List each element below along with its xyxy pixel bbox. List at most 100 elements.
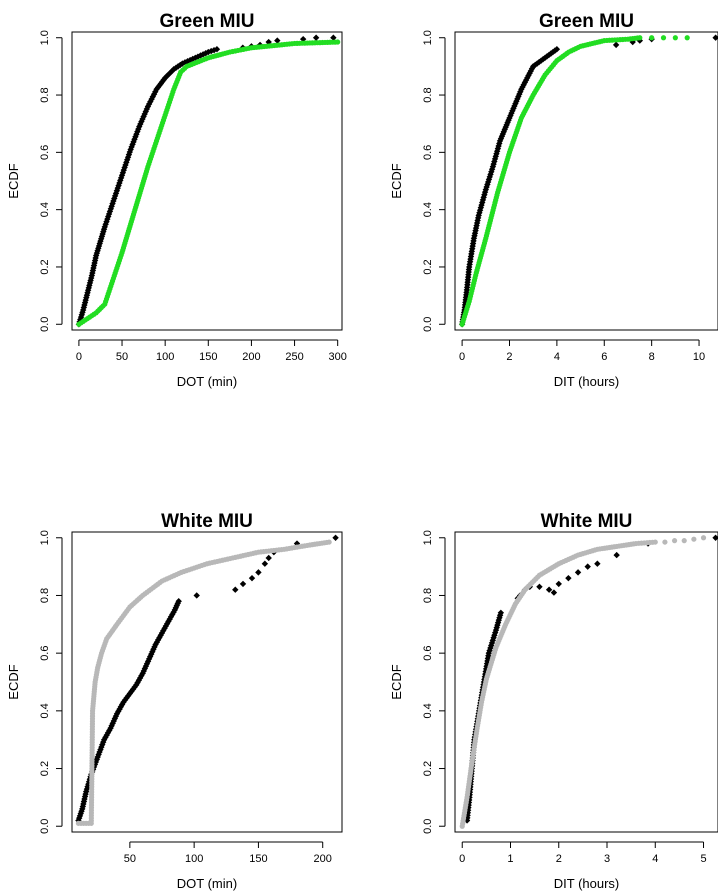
- y-tick-label: 0.2: [422, 259, 434, 274]
- data-point: [123, 694, 130, 702]
- y-tick-label: 0.8: [39, 87, 51, 102]
- data-point: [170, 608, 177, 616]
- data-point: [143, 660, 151, 667]
- chart-title: Green MIU: [159, 11, 254, 32]
- y-tick-label: 0.2: [39, 761, 51, 776]
- data-point: [104, 729, 112, 736]
- data-point: [485, 649, 492, 657]
- data-point: [145, 100, 153, 108]
- data-point: [501, 126, 508, 133]
- data-point: [332, 534, 339, 541]
- data-point: [135, 677, 143, 684]
- series-2: [459, 535, 707, 829]
- x-tick-label: 0: [459, 853, 465, 865]
- y-tick-label: 0.8: [39, 588, 51, 603]
- data-point: [545, 586, 553, 593]
- x-tick-label: 150: [249, 853, 267, 865]
- data-point: [139, 115, 146, 123]
- plot-frame: [454, 31, 718, 331]
- y-tick-label: 1.0: [39, 30, 51, 45]
- data-point: [490, 634, 497, 641]
- data-point: [150, 646, 157, 653]
- y-axis-label: ECDF: [6, 664, 21, 699]
- data-point: [140, 667, 147, 675]
- data-point: [662, 539, 668, 545]
- data-point: [335, 39, 341, 45]
- chart-title: White MIU: [541, 511, 633, 532]
- x-tick-label: 100: [156, 351, 174, 363]
- data-point: [497, 609, 505, 616]
- data-point: [174, 63, 182, 70]
- data-point: [147, 653, 154, 660]
- data-point: [484, 181, 491, 188]
- data-point: [141, 110, 148, 118]
- chart-panel-1: Green MIU 0 50 100 150 200 250 300 0.0 0.2 0.4 0.6 0…: [6, 11, 347, 389]
- data-point: [553, 45, 561, 53]
- x-tick-label: 2: [506, 351, 512, 363]
- data-point: [179, 60, 186, 67]
- x-tick-label: 250: [285, 351, 303, 363]
- data-point: [159, 78, 166, 85]
- data-point: [121, 696, 129, 704]
- data-point: [649, 35, 655, 41]
- data-point: [514, 95, 521, 103]
- series-1: [463, 534, 718, 824]
- x-tick-label: 2: [556, 853, 562, 865]
- x-tick-label: 0: [76, 351, 82, 363]
- data-point: [684, 35, 690, 41]
- data-point: [479, 199, 486, 206]
- data-point: [712, 534, 718, 541]
- data-point: [248, 574, 256, 582]
- data-point: [513, 98, 520, 105]
- data-point: [524, 74, 531, 82]
- data-point: [629, 38, 636, 46]
- plot-frame: [454, 531, 718, 833]
- data-point: [120, 698, 127, 706]
- data-point: [522, 76, 530, 84]
- data-point: [594, 560, 601, 567]
- data-point: [154, 636, 162, 644]
- x-tick-label: 8: [649, 351, 655, 363]
- y-axis-label: ECDF: [389, 664, 404, 699]
- data-point: [131, 683, 138, 691]
- data-point: [99, 741, 106, 748]
- y-tick-label: 0.6: [39, 646, 51, 661]
- x-tick-label: 150: [199, 351, 217, 363]
- data-point: [652, 539, 658, 545]
- data-point: [509, 107, 516, 114]
- plot-frame: [71, 531, 343, 833]
- series-1: [75, 534, 339, 824]
- data-point: [475, 212, 482, 219]
- data-point: [691, 536, 697, 542]
- data-point: [330, 34, 337, 41]
- x-tick-label: 50: [124, 853, 136, 865]
- data-point: [565, 574, 572, 582]
- chart-panel-3: White MIU 50 100 150 200 0.0 0.2 0.4 0.6 0.8 1.0 DO…: [6, 511, 343, 891]
- data-point: [496, 137, 504, 145]
- data-point: [672, 35, 678, 41]
- y-tick-label: 0.4: [39, 202, 51, 217]
- data-point: [488, 639, 496, 647]
- data-point: [117, 174, 125, 182]
- data-point: [145, 655, 153, 663]
- data-point: [518, 86, 525, 93]
- x-tick-label: 3: [604, 853, 610, 865]
- x-tick-label: 300: [329, 351, 347, 363]
- data-point: [102, 734, 109, 741]
- data-point: [85, 778, 93, 785]
- data-point: [100, 738, 107, 746]
- data-point: [184, 58, 191, 65]
- data-point: [700, 535, 707, 541]
- y-axis-label: ECDF: [6, 163, 21, 198]
- y-tick-label: 0.0: [422, 819, 434, 834]
- data-point: [255, 569, 262, 576]
- data-point: [511, 102, 518, 110]
- data-point: [519, 83, 526, 91]
- data-point: [157, 632, 164, 639]
- data-point: [84, 783, 91, 790]
- data-point: [167, 613, 175, 621]
- data-point: [150, 91, 158, 98]
- data-point: [213, 45, 221, 53]
- data-point: [129, 141, 136, 148]
